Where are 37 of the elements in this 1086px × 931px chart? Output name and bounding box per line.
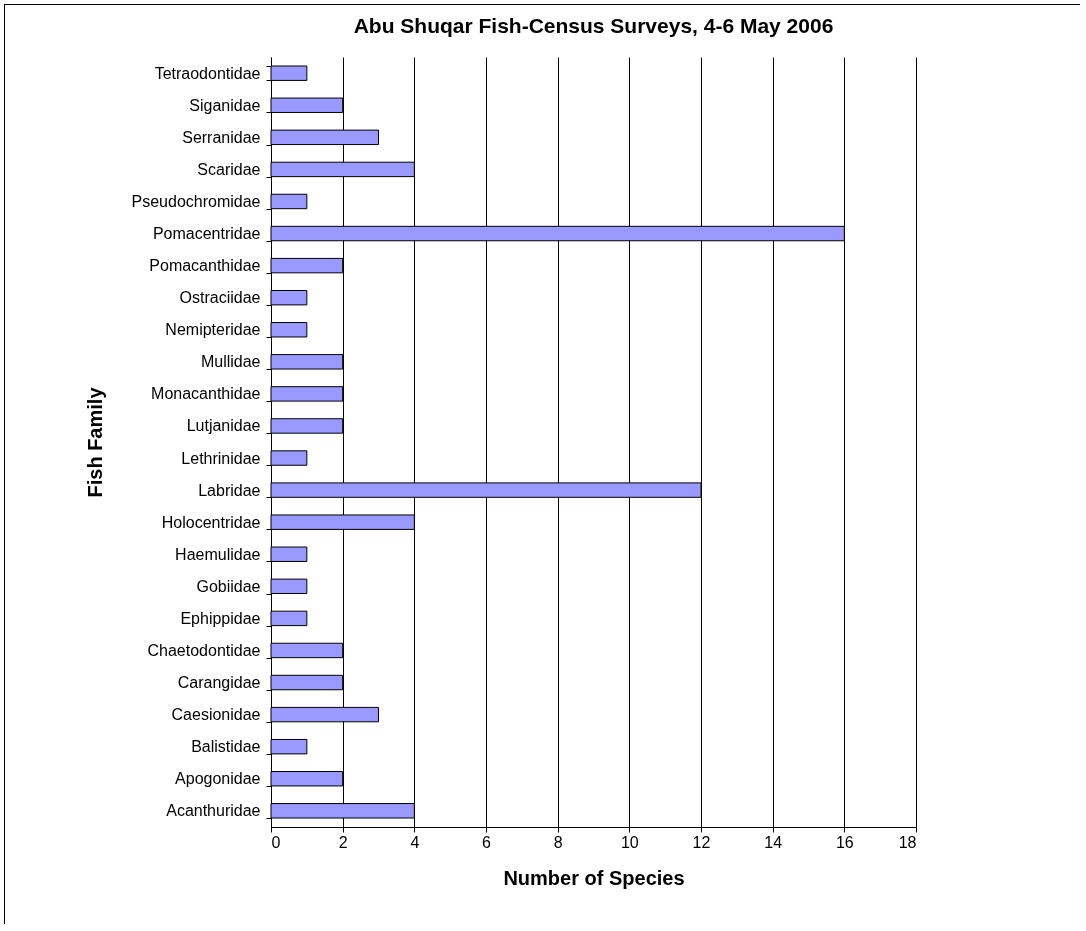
y-tick-label: Haemulidae (175, 545, 261, 563)
x-tick-label: 0 (271, 833, 281, 851)
y-tick-label: Pomacentridae (152, 225, 261, 243)
x-tick-label: 2 (338, 833, 348, 851)
y-tick-label: Ostraciidae (179, 289, 261, 307)
y-tick-label: Caesionidae (171, 706, 261, 724)
x-tick-label: 10 (620, 833, 639, 851)
x-tick-label: 18 (898, 833, 917, 851)
y-axis-title: Fish Family (83, 386, 106, 498)
y-tick-label: Carangidae (177, 674, 261, 692)
x-tick-label: 6 (482, 833, 492, 851)
y-tick-label: Nemipteridae (165, 321, 261, 339)
x-tick-label: 16 (835, 833, 854, 851)
y-tick-label: Apogonidae (175, 770, 261, 788)
y-tick-label: Acanthuridae (166, 802, 261, 820)
y-tick-label: Pseudochromidae (131, 192, 261, 210)
y-tick-label: Holocentridae (161, 513, 261, 531)
y-tick-label: Mullidae (200, 353, 261, 371)
y-tick-label: Gobiidae (196, 577, 261, 595)
x-tick-label: 12 (692, 833, 711, 851)
y-tick-label: Monacanthidae (151, 385, 261, 403)
y-tick-label: Ephippidae (180, 609, 261, 627)
y-tick-label: Lutjanidae (186, 417, 261, 435)
x-tick-label: 14 (764, 833, 783, 851)
y-tick-label: Siganidae (189, 96, 261, 114)
x-axis-title: Number of Species (503, 866, 685, 889)
x-tick-label: 8 (553, 833, 563, 851)
y-tick-label: Labridae (198, 481, 261, 499)
y-tick-label: Pomacanthidae (149, 257, 261, 275)
y-tick-label: Balistidae (191, 738, 261, 756)
x-tick-label: 4 (410, 833, 420, 851)
y-tick-label: Lethrinidae (181, 449, 261, 467)
y-tick-label: Chaetodontidae (147, 641, 261, 659)
y-tick-label: Scaridae (197, 160, 261, 178)
y-tick-label: Serranidae (182, 128, 261, 146)
y-tick-label: Tetraodontidae (154, 64, 261, 82)
chart-title: Abu Shuqar Fish-Census Surveys, 4-6 May 2006 (353, 14, 834, 37)
